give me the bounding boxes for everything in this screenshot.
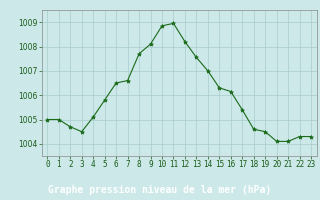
Text: Graphe pression niveau de la mer (hPa): Graphe pression niveau de la mer (hPa)	[48, 185, 272, 195]
